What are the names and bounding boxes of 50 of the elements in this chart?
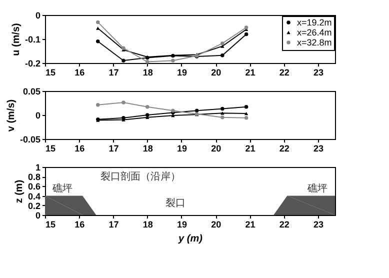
- x-tick-label: 23: [313, 220, 324, 230]
- y-tick-label: 1: [35, 162, 40, 172]
- y-axis-title: z (m): [14, 180, 25, 204]
- x-tick-label: 17: [108, 144, 119, 154]
- x-tick-label: 21: [245, 68, 256, 78]
- x-tick-label: 17: [108, 220, 119, 230]
- x-tick-label: 18: [142, 144, 153, 154]
- x-tick-label: 18: [142, 220, 153, 230]
- annotation: 礁坪: [51, 182, 72, 195]
- legend-label: x=26.4m: [297, 28, 332, 38]
- x-tick-label: 22: [279, 68, 290, 78]
- x-tick-label: 16: [74, 220, 85, 230]
- y-axis-title: v (m/s): [6, 99, 17, 132]
- x-tick-label: 15: [46, 220, 56, 230]
- x-tick-label: 22: [279, 220, 290, 230]
- x-tick-label: 18: [142, 68, 153, 78]
- y-axis-title: u (m/s): [10, 23, 22, 56]
- x-tick-label: 20: [211, 68, 222, 78]
- x-tick-label: 21: [245, 220, 256, 230]
- x-tick-label: 23: [313, 68, 324, 78]
- y-tick-label: 0: [35, 10, 40, 20]
- x-tick-label: 21: [245, 144, 256, 154]
- annotation: 裂口: [166, 197, 186, 209]
- legend-label: x=19.2m: [297, 18, 332, 28]
- x-tick-label: 19: [176, 144, 187, 154]
- y-tick-label: 0.05: [22, 86, 40, 96]
- x-tick-label: 23: [313, 144, 324, 154]
- annotation: 裂口剖面（沿岸）: [100, 170, 181, 183]
- legend-label: x=32.8m: [297, 38, 332, 48]
- y-tick-label: 0.4: [28, 191, 40, 202]
- x-tick-label: 15: [46, 68, 56, 78]
- y-tick-label: 0.8: [28, 172, 40, 182]
- y-tick-label: -0.1: [24, 34, 40, 44]
- x-tick-label: 22: [279, 144, 290, 154]
- y-tick-label: -0.2: [24, 58, 40, 68]
- y-tick-label: 0.2: [28, 200, 40, 211]
- y-tick-label: 0.6: [28, 182, 40, 192]
- y-tick-label: 0: [35, 110, 40, 120]
- x-tick-label: 19: [176, 220, 187, 230]
- x-tick-label: 15: [46, 144, 56, 154]
- y-tick-label: 0: [35, 210, 40, 220]
- x-tick-label: 16: [74, 144, 85, 154]
- x-axis-title: y (m): [178, 234, 204, 244]
- annotation: 礁坪: [306, 182, 328, 195]
- x-tick-label: 16: [74, 68, 85, 78]
- x-tick-label: 20: [211, 144, 222, 154]
- y-tick-label: -0.05: [20, 134, 40, 144]
- x-tick-label: 17: [108, 68, 119, 78]
- x-tick-label: 20: [211, 220, 222, 230]
- x-tick-label: 19: [176, 68, 187, 78]
